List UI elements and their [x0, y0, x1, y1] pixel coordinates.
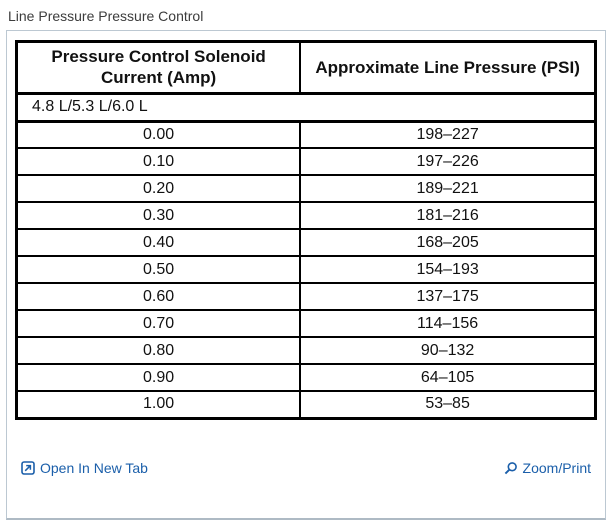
column-header-current: Pressure Control Solenoid Current (Amp) [15, 40, 302, 95]
table-row: 0.30 181–216 [15, 201, 597, 230]
table-cell: 0.70 [15, 309, 302, 338]
table-cell: 154–193 [299, 255, 597, 284]
table-row: 0.40 168–205 [15, 228, 597, 257]
table-cell: 0.80 [15, 336, 302, 365]
table-cell: 0.40 [15, 228, 302, 257]
table-cell: 90–132 [299, 336, 597, 365]
table-cell: 0.00 [15, 120, 302, 149]
zoom-print-link[interactable]: Zoom/Print [504, 460, 591, 476]
table-cell: 0.30 [15, 201, 302, 230]
magnifier-icon [504, 461, 518, 475]
table-row: 0.20 189–221 [15, 174, 597, 203]
panel-footer: Open In New Tab Zoom/Print [15, 420, 597, 519]
table-row: 0.10 197–226 [15, 147, 597, 176]
table-cell: 197–226 [299, 147, 597, 176]
table-cell: 0.10 [15, 147, 302, 176]
page-title: Line Pressure Pressure Control [8, 8, 204, 24]
table-row: 0.90 64–105 [15, 363, 597, 392]
table-row: 1.00 53–85 [15, 390, 597, 419]
table-cell: 64–105 [299, 363, 597, 392]
open-in-new-tab-link[interactable]: Open In New Tab [21, 460, 148, 476]
table-cell: 114–156 [299, 309, 597, 338]
table-cell: 53–85 [299, 390, 597, 419]
table-cell: 137–175 [299, 282, 597, 311]
table-header-row: Pressure Control Solenoid Current (Amp) … [15, 40, 597, 95]
table-row: 0.00 198–227 [15, 120, 597, 149]
table-cell: 0.20 [15, 174, 302, 203]
table-cell: 189–221 [299, 174, 597, 203]
open-in-new-tab-label: Open In New Tab [40, 459, 148, 476]
table-cell: 1.00 [15, 390, 302, 419]
engine-variant-label: 4.8 L/5.3 L/6.0 L [15, 92, 597, 123]
content-panel: Pressure Control Solenoid Current (Amp) … [6, 30, 606, 520]
column-header-pressure: Approximate Line Pressure (PSI) [299, 40, 597, 95]
table-cell: 0.50 [15, 255, 302, 284]
table-body: 4.8 L/5.3 L/6.0 L 0.00 198–227 0.10 197–226… [15, 92, 597, 419]
table-cell: 0.90 [15, 363, 302, 392]
table-cell: 181–216 [299, 201, 597, 230]
table-cell: 168–205 [299, 228, 597, 257]
table-subheader-row: 4.8 L/5.3 L/6.0 L [15, 92, 597, 123]
table-row: 0.60 137–175 [15, 282, 597, 311]
table-cell: 0.60 [15, 282, 302, 311]
zoom-print-label: Zoom/Print [522, 459, 591, 476]
open-in-new-tab-icon [21, 460, 35, 475]
table-row: 0.50 154–193 [15, 255, 597, 284]
table-row: 0.70 114–156 [15, 309, 597, 338]
pressure-table: Pressure Control Solenoid Current (Amp) … [15, 40, 597, 420]
table-cell: 198–227 [299, 120, 597, 149]
table-row: 0.80 90–132 [15, 336, 597, 365]
